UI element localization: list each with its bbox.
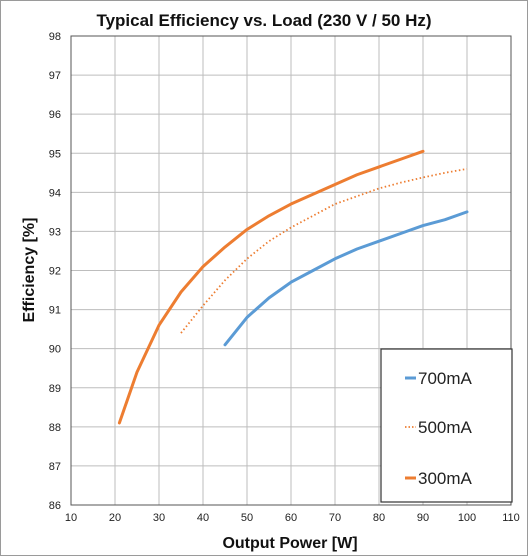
legend: 700mA 500mA 300mA	[380, 348, 513, 503]
plot-area	[70, 35, 512, 506]
series-lines	[117, 149, 469, 425]
y-tick-label: 98	[49, 31, 61, 43]
series-line-700mA	[223, 210, 469, 347]
series-line-500mA	[180, 167, 468, 334]
x-tick-label: 70	[329, 512, 341, 524]
x-tick-label: 50	[241, 512, 253, 524]
x-tick-label: 40	[197, 512, 209, 524]
x-tick-label: 90	[417, 512, 429, 524]
x-axis-ticks: 10 20 30 40 50 60 70 80 90 100 110	[65, 512, 520, 524]
y-axis-ticks: 86 87 88 89 90 91 92 93 94 95 96 97 98	[49, 31, 61, 512]
x-tick-label: 10	[65, 512, 77, 524]
y-tick-label: 87	[49, 461, 61, 473]
x-tick-label: 20	[109, 512, 121, 524]
y-tick-label: 86	[49, 500, 61, 512]
x-tick-label: 100	[458, 512, 476, 524]
y-tick-label: 96	[49, 109, 61, 121]
x-axis-label: Output Power [W]	[222, 535, 357, 552]
y-tick-label: 97	[49, 70, 61, 82]
legend-label-300mA: 300mA	[418, 469, 473, 488]
x-tick-label: 80	[373, 512, 385, 524]
y-tick-label: 91	[49, 305, 61, 317]
series-line-300mA	[117, 149, 425, 425]
legend-box	[380, 348, 513, 503]
y-tick-label: 95	[49, 148, 61, 160]
legend-label-500mA: 500mA	[418, 418, 473, 437]
x-tick-label: 30	[153, 512, 165, 524]
y-tick-label: 92	[49, 266, 61, 278]
x-tick-label: 60	[285, 512, 297, 524]
y-axis-label: Efficiency [%]	[21, 218, 38, 323]
y-tick-label: 90	[49, 344, 61, 356]
y-tick-label: 93	[49, 226, 61, 238]
legend-label-700mA: 700mA	[418, 369, 473, 388]
y-tick-label: 89	[49, 383, 61, 395]
y-tick-label: 94	[49, 187, 61, 199]
y-tick-label: 88	[49, 422, 61, 434]
x-tick-label: 110	[502, 512, 520, 524]
chart-title: Typical Efficiency vs. Load (230 V / 50 …	[96, 11, 431, 30]
